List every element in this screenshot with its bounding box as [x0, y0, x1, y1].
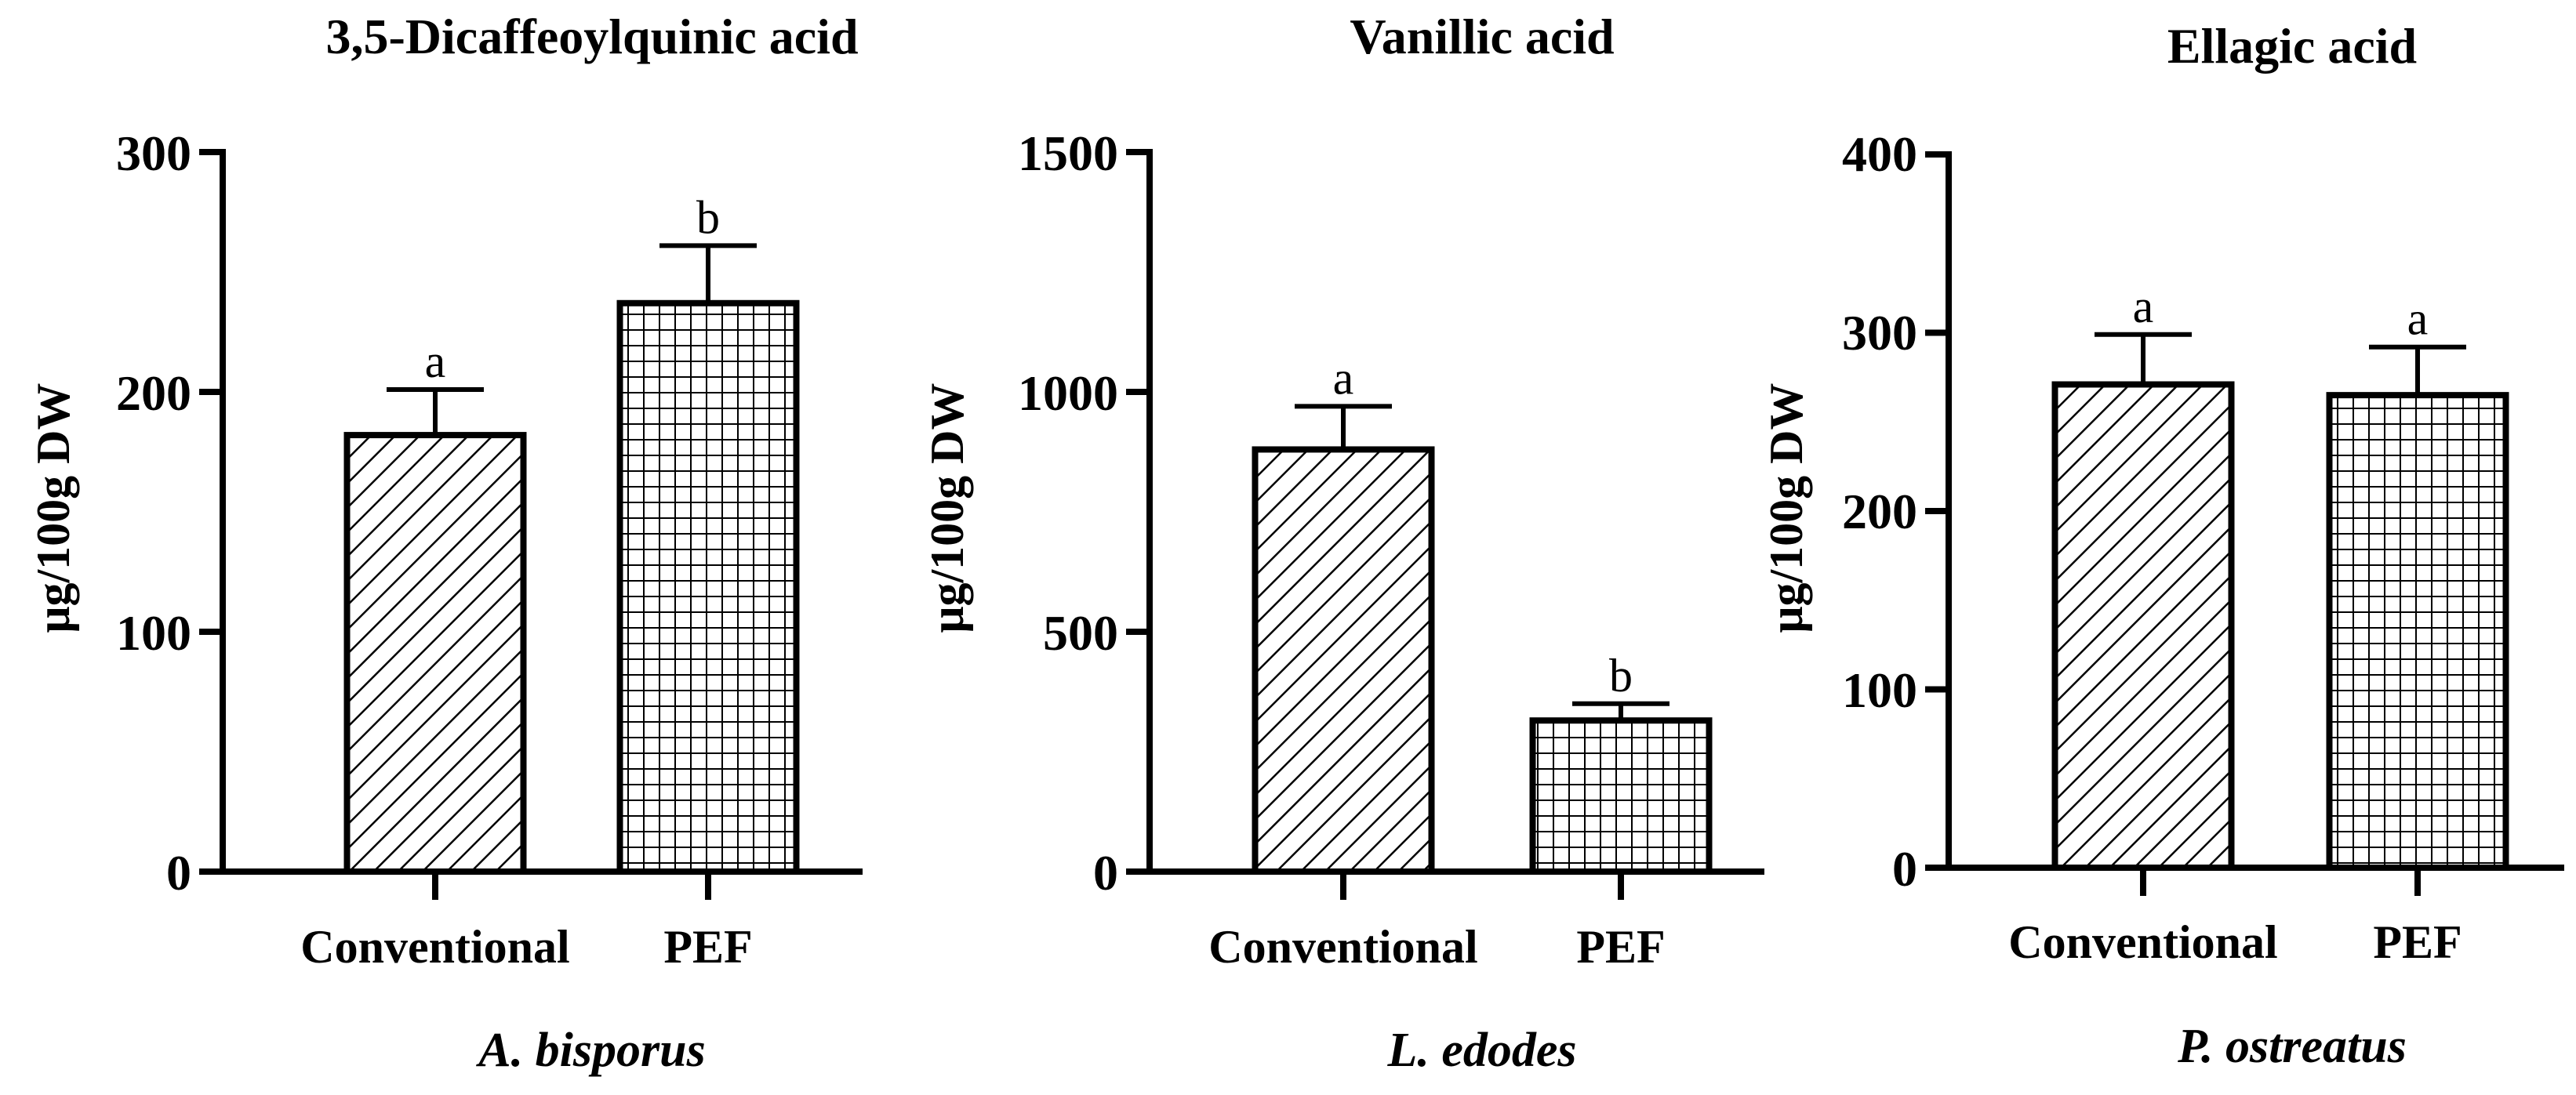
bar-pef — [1529, 717, 1713, 875]
category-label-conventional: Conventional — [300, 921, 569, 973]
x-axis-label: L. edodes — [1386, 1024, 1576, 1077]
bar-conventional — [1252, 446, 1435, 875]
chart-title: Vanillic acid — [1350, 9, 1614, 64]
y-tick-label: 500 — [1043, 605, 1118, 661]
y-tick-label: 0 — [166, 845, 191, 901]
category-label-pef: PEF — [2373, 916, 2462, 968]
y-tick-label: 200 — [1842, 484, 1917, 539]
category-label-pef: PEF — [1576, 921, 1665, 973]
significance-label-pef: b — [696, 191, 720, 243]
significance-label-conventional: a — [425, 335, 446, 387]
category-label-pef: PEF — [663, 921, 752, 973]
y-tick-label: 400 — [1842, 126, 1917, 182]
y-tick-label: 100 — [1842, 662, 1917, 718]
y-axis-label: μg/100g DW — [27, 383, 79, 633]
chart-panel-1: 3,5-Dicaffeoylquinic acid μg/100g DW A. … — [27, 9, 863, 1077]
chart-panel-3: Ellagic acid μg/100g DW P. ostreatus Con… — [1760, 18, 2564, 1073]
significance-label-conventional: a — [1333, 352, 1354, 404]
significance-label-pef: a — [2407, 293, 2429, 345]
category-label-conventional: Conventional — [1208, 921, 1477, 973]
y-tick-label: 300 — [1842, 305, 1917, 361]
significance-label-conventional: a — [2133, 281, 2154, 332]
bar-conventional — [343, 432, 527, 875]
y-tick-label: 1000 — [1018, 365, 1118, 421]
x-axis-label: A. bisporus — [475, 1024, 705, 1077]
y-tick-label: 1500 — [1018, 125, 1118, 181]
y-tick-label: 100 — [116, 605, 191, 661]
chart-panel-2: Vanillic acid μg/100g DW L. edodes Conve… — [921, 9, 1764, 1077]
y-axis-label: μg/100g DW — [1760, 383, 1812, 633]
chart-title: 3,5-Dicaffeoylquinic acid — [325, 9, 858, 64]
y-tick-label: 0 — [1892, 841, 1917, 897]
y-tick-label: 300 — [116, 125, 191, 181]
bar-conventional — [2051, 381, 2235, 872]
category-label-conventional: Conventional — [2008, 916, 2277, 968]
chart-title: Ellagic acid — [2167, 18, 2417, 74]
bar-pef — [2326, 392, 2509, 871]
y-tick-label: 0 — [1093, 845, 1118, 901]
x-axis-label: P. ostreatus — [2177, 1020, 2407, 1073]
bar-pef — [616, 299, 800, 875]
y-axis-label: μg/100g DW — [921, 383, 973, 633]
significance-label-pef: b — [1609, 650, 1633, 702]
y-tick-label: 200 — [116, 365, 191, 421]
